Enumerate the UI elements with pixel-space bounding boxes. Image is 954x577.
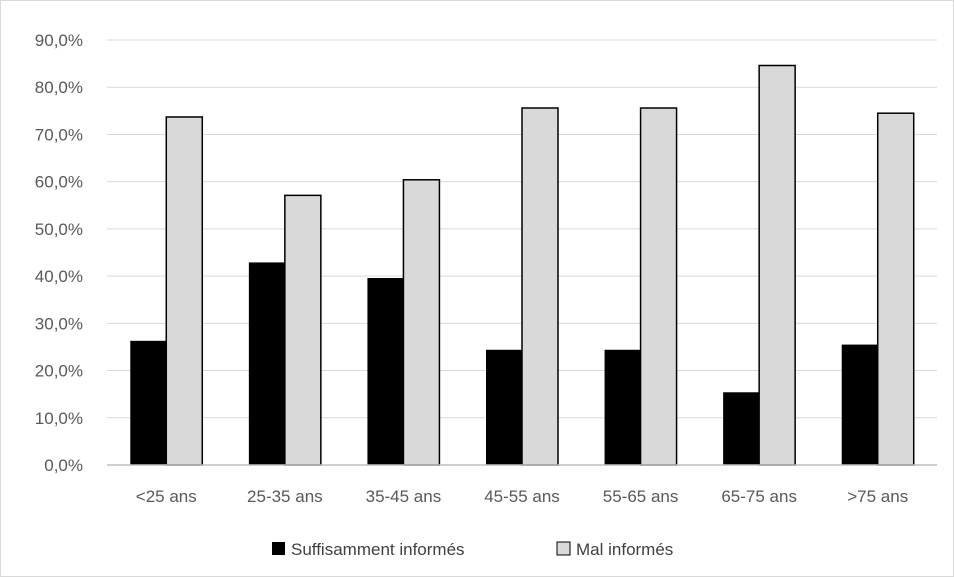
y-tick-label: 60,0% <box>35 173 83 192</box>
x-tick-label: >75 ans <box>847 487 908 506</box>
bar-mal-informes <box>402 179 441 466</box>
bar-mal-informes <box>639 107 678 466</box>
x-tick-label: 65-75 ans <box>721 487 797 506</box>
x-tick-label: 55-65 ans <box>603 487 679 506</box>
y-tick-label: 50,0% <box>35 220 83 239</box>
x-axis: <25 ans 25-35 ans 35-45 ans 45-55 ans 55-65 … <box>136 487 908 506</box>
y-tick-label: 80,0% <box>35 78 83 97</box>
x-tick-label: 45-55 ans <box>484 487 560 506</box>
x-tick-label: <25 ans <box>136 487 197 506</box>
bar-mal-informes <box>876 112 915 466</box>
legend-swatch <box>272 542 285 555</box>
y-tick-label: 70,0% <box>35 125 83 144</box>
bars <box>130 64 915 466</box>
bar-suffisamment-informes <box>130 340 167 465</box>
x-tick-label: 25-35 ans <box>247 487 323 506</box>
legend-label: Mal informés <box>576 540 673 559</box>
y-tick-label: 20,0% <box>35 362 83 381</box>
y-tick-label: 0,0% <box>44 456 83 475</box>
bar-suffisamment-informes <box>367 278 404 465</box>
bar-mal-informes <box>521 107 559 466</box>
bar-mal-informes <box>284 194 322 466</box>
y-tick-label: 40,0% <box>35 267 83 286</box>
legend: Suffisamment informés Mal informés <box>272 540 673 559</box>
legend-swatch <box>556 541 571 556</box>
x-tick-label: 35-45 ans <box>366 487 442 506</box>
bar-suffisamment-informes <box>604 349 641 465</box>
y-tick-label: 90,0% <box>35 31 83 50</box>
bar-suffisamment-informes <box>723 392 760 465</box>
y-axis: 0,0% 10,0% 20,0% 30,0% 40,0% 50,0% 60,0% 70,0% 8… <box>35 31 83 475</box>
y-tick-label: 10,0% <box>35 409 83 428</box>
bar-suffisamment-informes <box>248 262 285 465</box>
legend-label: Suffisamment informés <box>291 540 465 559</box>
bar-suffisamment-informes <box>841 344 878 465</box>
bar-mal-informes <box>758 64 796 466</box>
bar-mal-informes <box>165 116 204 466</box>
y-tick-label: 30,0% <box>35 314 83 333</box>
bar-suffisamment-informes <box>486 349 522 465</box>
